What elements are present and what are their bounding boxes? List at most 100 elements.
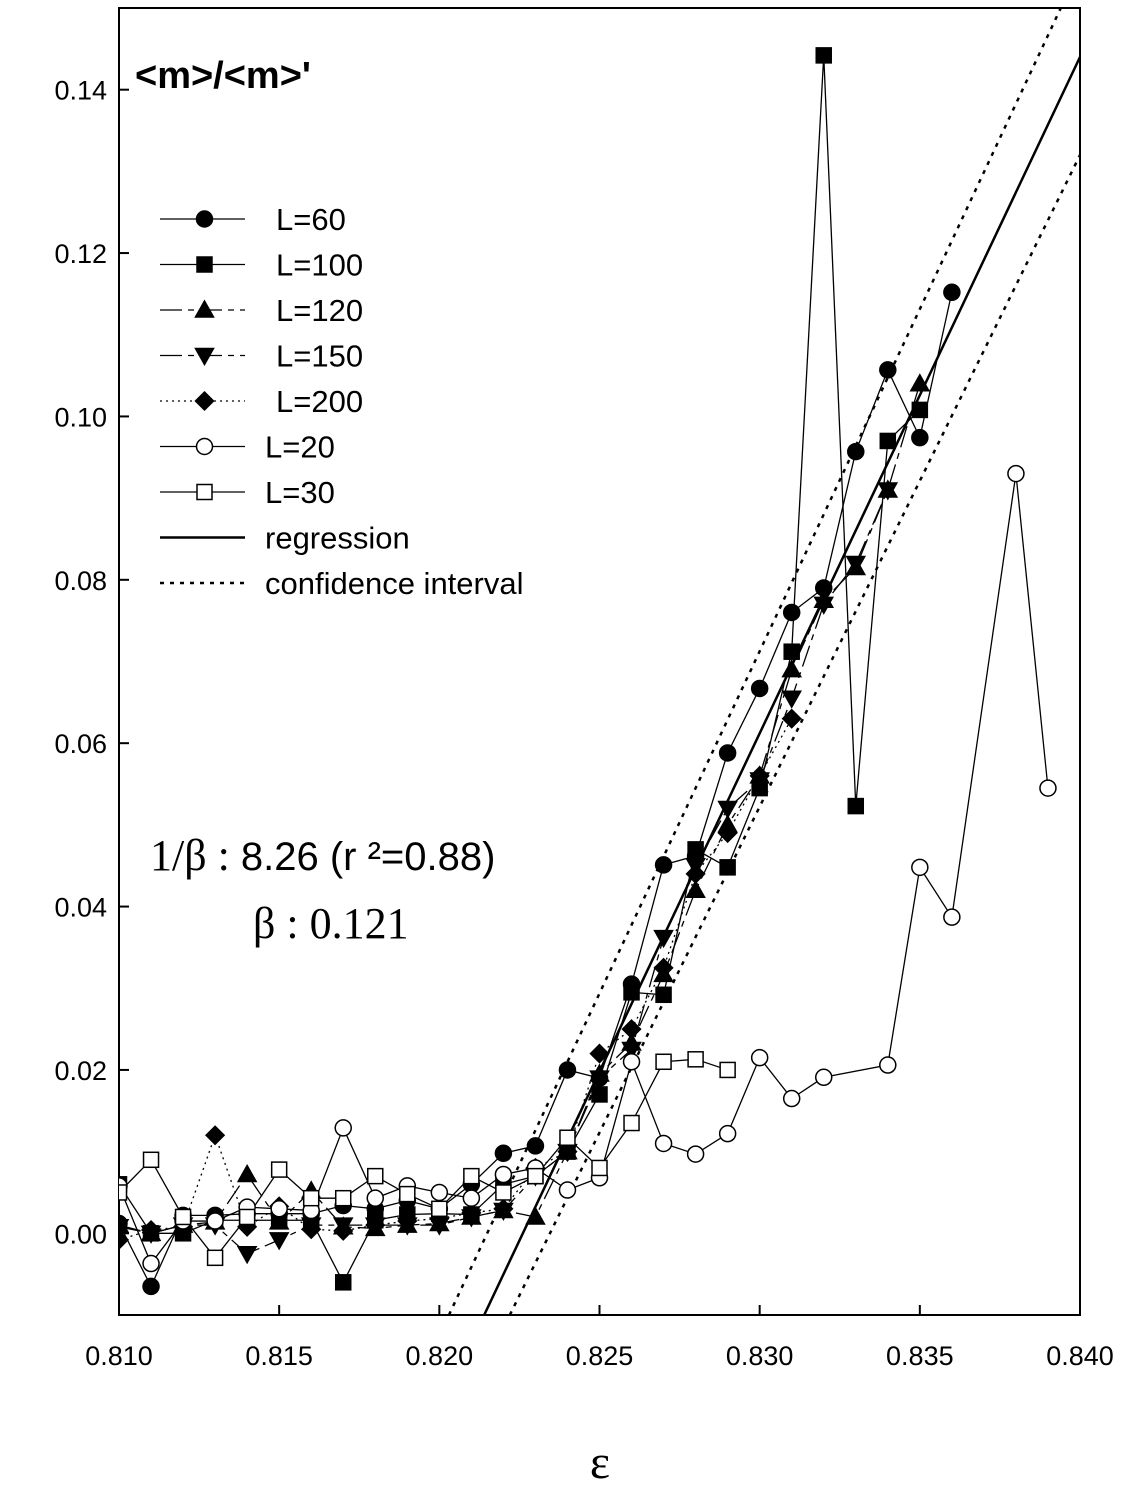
data-point-L=60 (943, 283, 961, 302)
data-point-L=20 (750, 1048, 769, 1067)
series-lines (119, 55, 1049, 1288)
annotation-separator: : (207, 831, 241, 880)
data-point-L=60 (750, 679, 769, 698)
data-point-L=30 (399, 1185, 416, 1203)
data-point-L=200 (685, 863, 706, 884)
data-point-L=200 (589, 1043, 610, 1064)
data-point-L=200 (119, 1229, 130, 1250)
series-markers (119, 47, 1057, 1296)
series-line-L=20 (119, 473, 1049, 1265)
y-axis-ticks: 0.00 0.02 0.04 0.06 0.08 0.10 0.12 0.14 (54, 76, 129, 1249)
data-point-L=200 (621, 1019, 642, 1040)
data-point-L=30 (206, 1249, 224, 1267)
data-point-L=200 (333, 1220, 354, 1241)
data-point-L=20 (430, 1183, 449, 1202)
legend-label: L=120 (276, 293, 363, 328)
data-point-L=60 (494, 1144, 513, 1163)
data-point-L=20 (558, 1181, 577, 1199)
data-point-L=20 (943, 908, 961, 926)
data-point-L=20 (879, 1056, 897, 1074)
data-point-L=100 (879, 432, 897, 450)
data-point-L=20 (142, 1254, 160, 1273)
x-tick-label: 0.840 (1046, 1341, 1114, 1371)
annotation-beta-value: : 0.121 (275, 899, 408, 948)
data-point-L=120 (525, 1206, 546, 1225)
data-point-L=100 (655, 986, 672, 1004)
data-point-L=100 (334, 1274, 352, 1291)
data-point-L=200 (493, 1198, 514, 1219)
data-point-L=30 (559, 1129, 576, 1146)
legend-marker-L=200 (194, 390, 215, 412)
legend-label: L=150 (276, 339, 363, 374)
legend-marker-L=20 (195, 437, 214, 456)
data-point-L=20 (1039, 779, 1057, 797)
data-point-L=100 (783, 643, 800, 660)
data-point-L=30 (302, 1189, 320, 1207)
fit-lines (447, 8, 1080, 1315)
x-tick-label: 0.810 (85, 1341, 153, 1371)
chart-title: <m>/<m>' (135, 55, 311, 97)
data-point-L=150 (813, 596, 835, 615)
data-point-L=60 (847, 442, 865, 461)
data-point-L=60 (718, 744, 737, 762)
data-point-L=150 (236, 1245, 258, 1265)
annotation-prefix: 1/ (150, 831, 185, 880)
plot-area (119, 8, 1080, 1315)
annotation-beta: β : 0.121 (253, 899, 409, 948)
data-point-L=30 (142, 1151, 160, 1169)
data-point-L=20 (654, 1134, 673, 1153)
series-line-L=200 (119, 718, 793, 1241)
data-point-L=200 (140, 1219, 162, 1241)
data-point-L=60 (879, 361, 897, 379)
data-point-L=20 (462, 1189, 481, 1207)
y-tick-label: 0.06 (54, 729, 107, 759)
y-tick-label: 0.02 (54, 1056, 107, 1086)
data-point-L=60 (911, 428, 929, 447)
legend-label: L=60 (276, 202, 346, 237)
data-point-L=20 (814, 1068, 833, 1087)
data-point-L=30 (463, 1167, 480, 1185)
x-tick-label: 0.825 (566, 1341, 634, 1371)
data-point-L=120 (685, 879, 706, 898)
data-point-L=20 (911, 858, 929, 877)
data-point-L=20 (206, 1212, 224, 1230)
data-point-L=150 (621, 1041, 642, 1061)
data-point-L=100 (591, 1086, 608, 1103)
data-point-L=150 (717, 800, 738, 820)
data-point-L=60 (782, 603, 801, 622)
data-point-L=100 (847, 797, 865, 815)
confidence-lower-line (508, 154, 1080, 1315)
data-point-L=200 (749, 765, 770, 786)
data-point-L=20 (366, 1189, 385, 1207)
data-point-L=30 (174, 1208, 192, 1226)
data-point-L=30 (623, 1114, 640, 1132)
data-point-L=200 (461, 1202, 482, 1223)
data-point-L=30 (719, 1061, 736, 1079)
data-point-L=20 (782, 1089, 801, 1108)
data-point-L=30 (431, 1200, 448, 1218)
data-point-L=100 (687, 841, 704, 858)
data-point-L=30 (527, 1167, 544, 1185)
legend-marker-L=60 (195, 210, 214, 228)
data-point-L=120 (236, 1163, 258, 1183)
data-point-L=100 (719, 859, 736, 876)
data-point-L=200 (557, 1141, 578, 1162)
data-point-L=20 (718, 1124, 737, 1143)
data-point-L=200 (205, 1125, 226, 1146)
data-point-L=30 (270, 1161, 288, 1178)
data-point-L=60 (654, 856, 673, 874)
data-point-L=120 (909, 373, 931, 392)
data-point-L=150 (781, 690, 802, 709)
data-point-L=100 (815, 47, 832, 64)
data-point-L=30 (591, 1159, 608, 1177)
data-point-L=30 (655, 1053, 672, 1071)
data-point-L=100 (623, 984, 640, 1001)
legend-marker-L=150 (194, 347, 215, 367)
annotation-beta-symbol: β (184, 831, 206, 880)
data-point-L=30 (687, 1051, 704, 1068)
legend-marker-L=100 (196, 256, 213, 273)
x-tick-label: 0.835 (886, 1341, 954, 1371)
x-tick-label: 0.830 (726, 1341, 794, 1371)
y-tick-label: 0.08 (54, 566, 107, 596)
